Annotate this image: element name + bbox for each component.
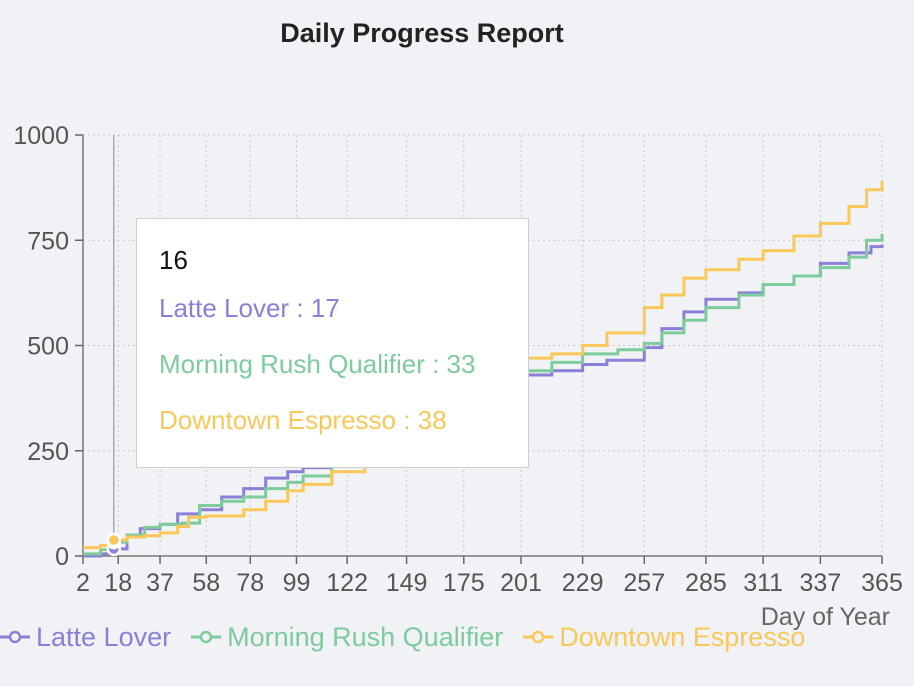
- x-axis-title: Day of Year: [761, 603, 890, 631]
- chart-title: Daily Progress Report: [280, 18, 564, 48]
- legend-label: Latte Lover: [36, 621, 172, 652]
- legend-line-marker-icon: [523, 630, 554, 644]
- tooltip: 16 Latte Lover : 17 Morning Rush Qualifie…: [136, 218, 529, 468]
- y-tick-label: 1000: [13, 122, 69, 150]
- x-tick-label: 99: [283, 569, 311, 597]
- tooltip-title: 16: [159, 245, 188, 275]
- y-tick-label: 750: [27, 227, 69, 255]
- x-tick-label: 149: [386, 569, 428, 597]
- x-tick-label: 257: [623, 569, 665, 597]
- legend-item[interactable]: Downtown Espresso: [523, 622, 805, 653]
- legend-line-marker-icon: [0, 630, 30, 644]
- axes: 0 250 500 750 1000 2 18 37 58 78 99 122 149 175 201 229…: [13, 122, 902, 597]
- legend-line-marker-icon: [191, 630, 222, 644]
- x-tick-label: 122: [326, 569, 368, 597]
- x-tick-label: 37: [146, 569, 174, 597]
- hover-markers: [106, 532, 122, 557]
- y-tick-label: 250: [27, 438, 69, 466]
- legend-label: Morning Rush Qualifier: [227, 621, 504, 652]
- x-tick-label: 337: [800, 569, 842, 597]
- legend: Latte Lover Morning Rush Qualifier Downtow…: [0, 617, 825, 657]
- hover-marker-2: [106, 532, 122, 548]
- tooltip-row: Morning Rush Qualifier : 33: [159, 349, 476, 379]
- x-tick-label: 175: [443, 569, 485, 597]
- x-tick-label: 58: [192, 569, 220, 597]
- x-tick-label: 285: [685, 569, 727, 597]
- legend-item[interactable]: Morning Rush Qualifier: [191, 622, 503, 653]
- x-tick-label: 365: [861, 569, 903, 597]
- legend-label: Downtown Espresso: [559, 621, 806, 652]
- x-tick-label: 2: [76, 569, 90, 597]
- y-tick-label: 500: [27, 333, 69, 361]
- x-tick-label: 229: [562, 569, 604, 597]
- legend-item[interactable]: Latte Lover: [0, 622, 171, 653]
- x-tick-label: 201: [500, 569, 542, 597]
- x-tick-label: 311: [743, 569, 783, 597]
- x-tick-label: 78: [236, 569, 264, 597]
- y-tick-label: 0: [55, 543, 69, 571]
- tooltip-row: Latte Lover : 17: [159, 293, 340, 323]
- x-tick-label: 18: [104, 569, 132, 597]
- tooltip-row: Downtown Espresso : 38: [159, 405, 447, 435]
